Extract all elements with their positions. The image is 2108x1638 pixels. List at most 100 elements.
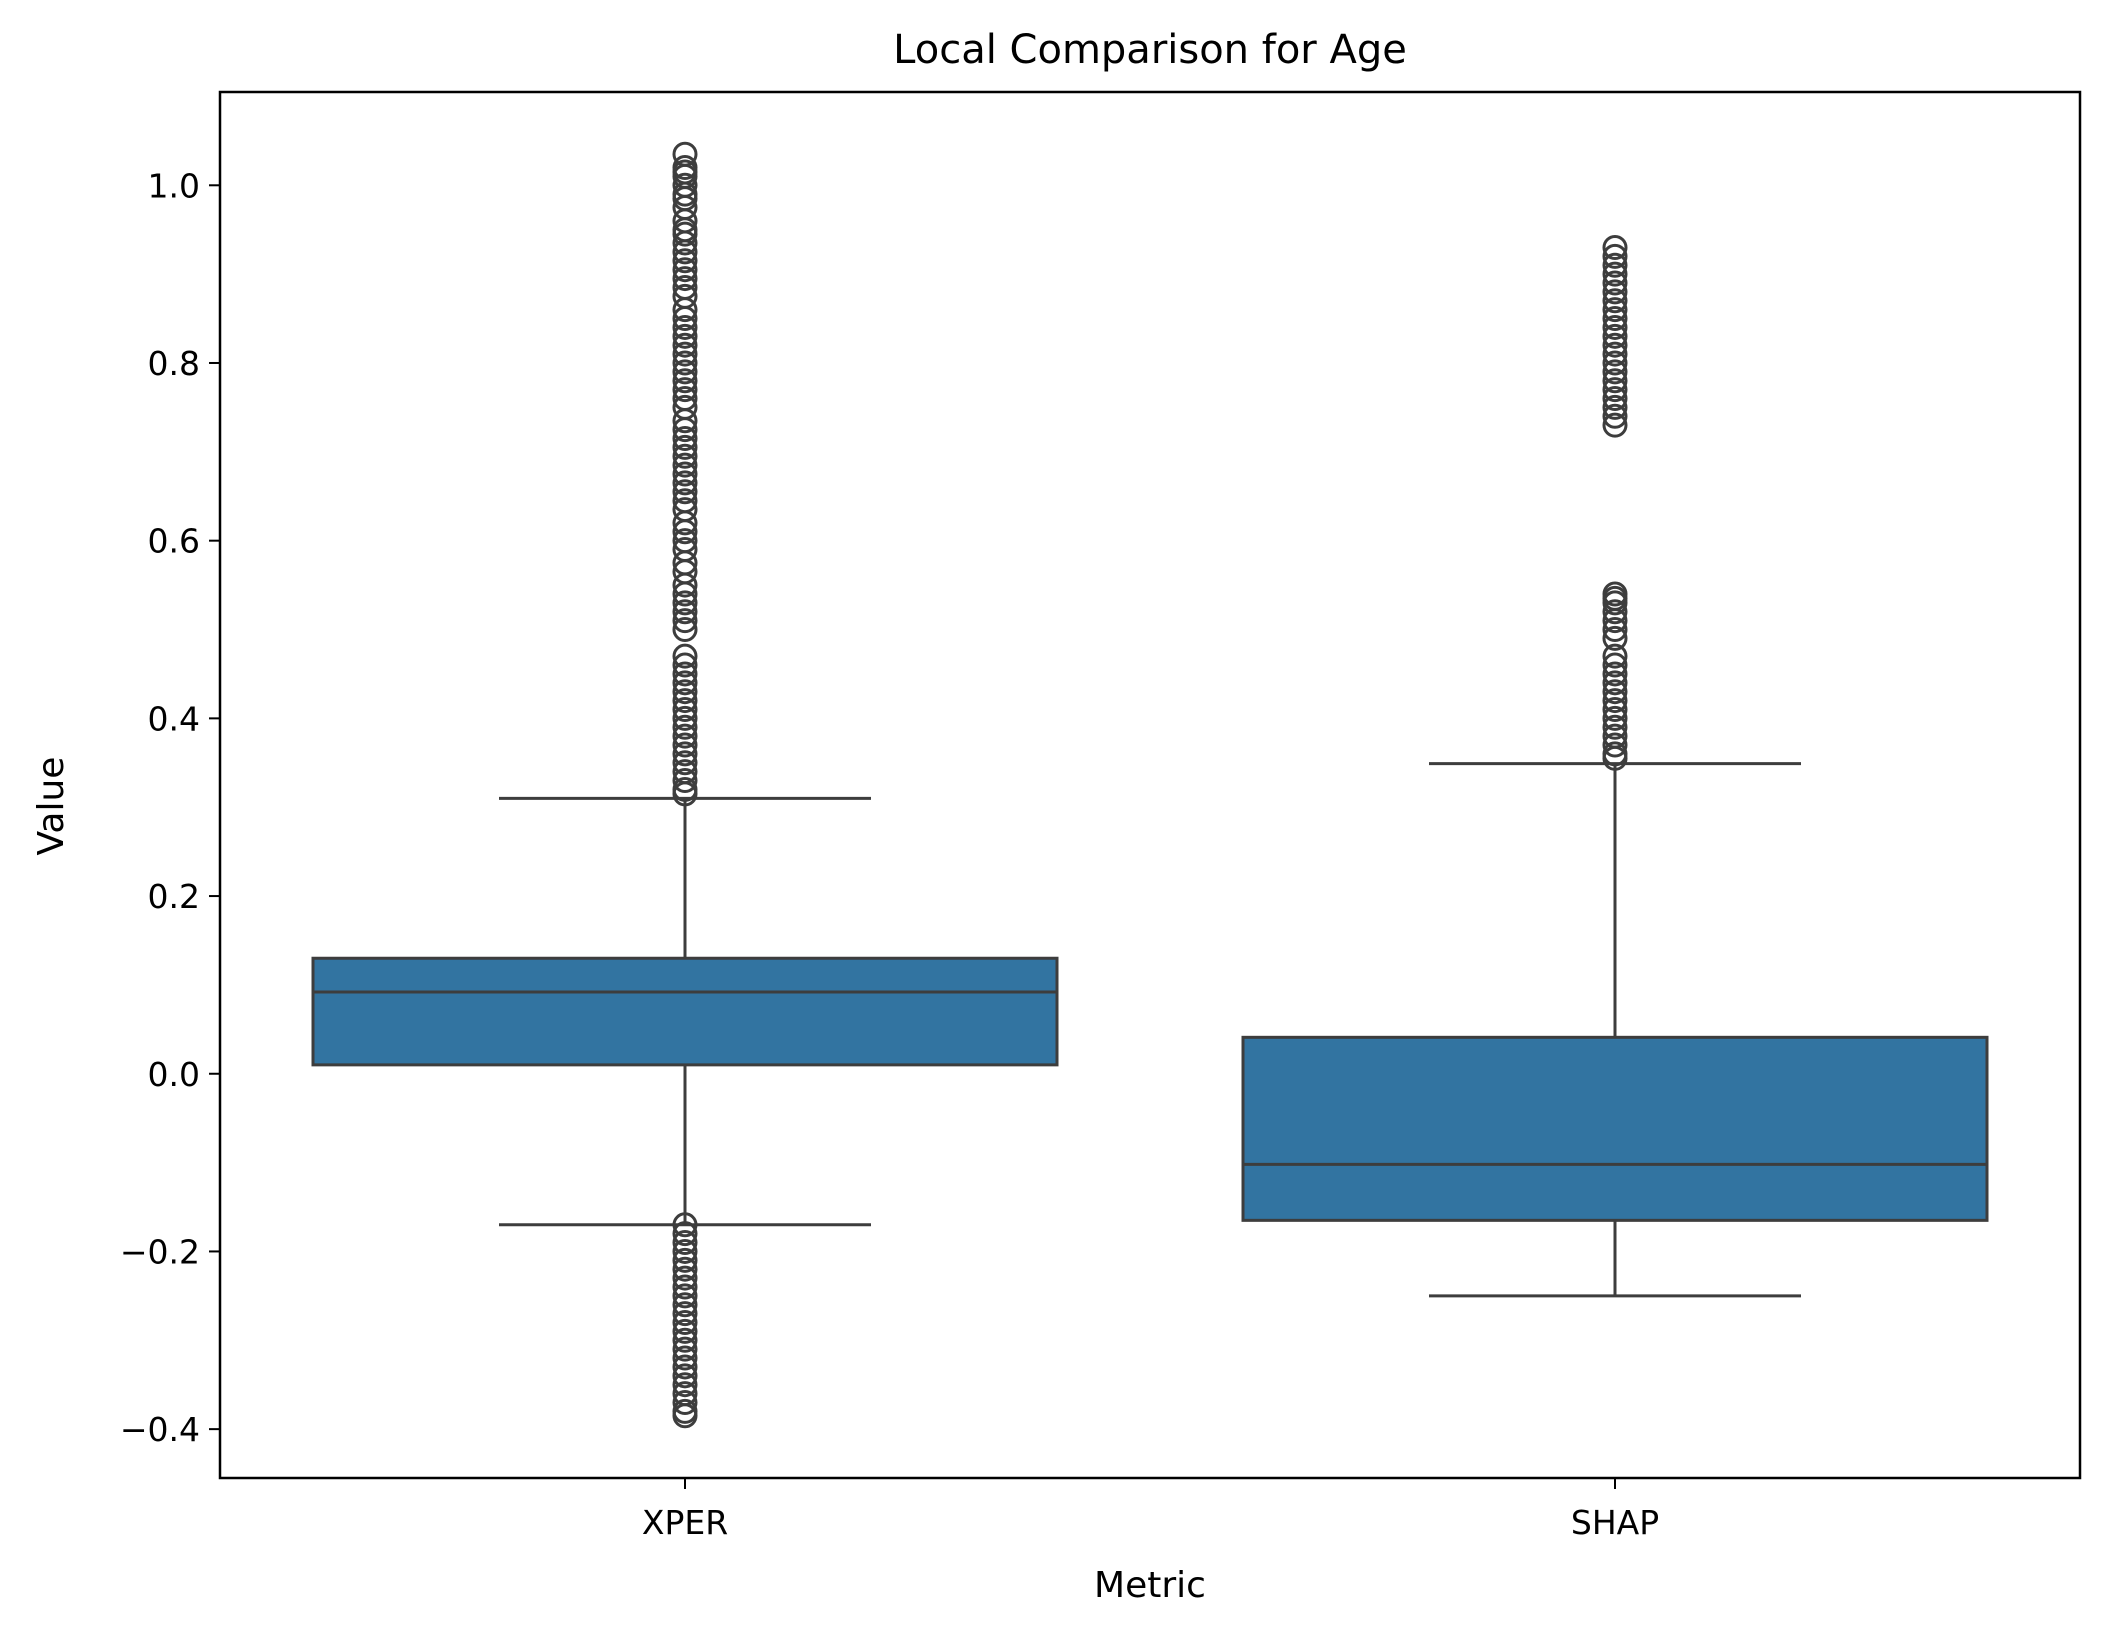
y-tick-label: 0.4 — [148, 699, 200, 738]
outlier-point — [672, 581, 698, 607]
outlier-point — [672, 723, 698, 749]
outlier-point — [1602, 745, 1628, 771]
y-tick-label: −0.4 — [120, 1410, 200, 1449]
plot-frame — [218, 90, 2082, 1480]
outlier-point — [1602, 394, 1628, 420]
outlier-point — [672, 1212, 698, 1238]
outlier-point — [672, 1327, 698, 1353]
outlier-point — [672, 1310, 698, 1336]
outlier-point — [1602, 705, 1628, 731]
outlier-point — [672, 350, 698, 376]
outlier-point — [672, 1221, 698, 1247]
outlier-point — [1602, 252, 1628, 278]
outlier-point — [1602, 696, 1628, 722]
outlier-point — [672, 461, 698, 487]
outlier-point — [672, 1230, 698, 1256]
outlier-point — [1602, 643, 1628, 669]
y-tick-label: 0.6 — [148, 522, 200, 561]
outlier-point — [672, 1336, 698, 1362]
y-tick-label: 0.2 — [148, 877, 200, 916]
outlier-point — [1602, 234, 1628, 260]
outlier-point — [672, 519, 698, 545]
outlier-point — [672, 679, 698, 705]
outlier-point — [672, 617, 698, 643]
outlier-point — [1602, 599, 1628, 625]
outlier-point — [672, 670, 698, 696]
box-group-xper — [311, 141, 1059, 1429]
outlier-point — [1602, 314, 1628, 340]
outlier-point — [672, 1247, 698, 1273]
outlier-point — [672, 434, 698, 460]
outlier-point — [1602, 297, 1628, 323]
outlier-point — [672, 1301, 698, 1327]
y-tick-label: −0.2 — [120, 1232, 200, 1271]
outlier-point — [672, 732, 698, 758]
outlier-point — [1602, 403, 1628, 429]
outlier-point — [1602, 670, 1628, 696]
outlier-point — [1602, 590, 1628, 616]
outlier-point — [1602, 323, 1628, 349]
box-group-shap — [1241, 234, 1989, 1298]
y-tick-label: 1.0 — [148, 166, 200, 205]
outlier-point — [672, 714, 698, 740]
outlier-point — [1602, 714, 1628, 740]
outlier-point — [672, 1363, 698, 1389]
outlier-point — [1602, 412, 1628, 438]
outlier-point — [672, 314, 698, 340]
outlier-point — [672, 359, 698, 385]
outlier-point — [672, 306, 698, 332]
outlier-point — [672, 688, 698, 714]
outlier-point — [672, 257, 698, 283]
outlier-point — [672, 599, 698, 625]
outlier-point — [1602, 332, 1628, 358]
outlier-point — [672, 377, 698, 403]
outlier-point — [672, 297, 698, 323]
outlier-point — [672, 1389, 698, 1415]
outlier-point — [672, 1238, 698, 1264]
box-iqr — [1241, 1035, 1989, 1222]
outlier-point — [672, 661, 698, 687]
outlier-point — [1602, 732, 1628, 758]
outlier-point — [672, 1265, 698, 1291]
outlier-point — [672, 1403, 698, 1429]
outlier-point — [672, 341, 698, 367]
outlier-point — [1602, 288, 1628, 314]
outlier-point — [672, 750, 698, 776]
outlier-point — [672, 417, 698, 443]
outlier-point — [1602, 279, 1628, 305]
outlier-point — [672, 266, 698, 292]
outlier-point — [672, 248, 698, 274]
outlier-point — [672, 230, 698, 256]
outlier-point — [672, 608, 698, 634]
outlier-point — [672, 768, 698, 794]
outlier-point — [672, 1274, 698, 1300]
outlier-point — [672, 239, 698, 265]
y-tick-label: 0.8 — [148, 344, 200, 383]
outlier-point — [1602, 625, 1628, 651]
outlier-point — [1602, 368, 1628, 394]
outlier-point — [672, 479, 698, 505]
outlier-point — [1602, 386, 1628, 412]
outlier-point — [1602, 679, 1628, 705]
outlier-point — [1602, 652, 1628, 678]
outlier-point — [1602, 306, 1628, 332]
outlier-point — [1602, 341, 1628, 367]
outlier-point — [672, 1283, 698, 1309]
x-tick-label: SHAP — [1571, 1503, 1659, 1542]
outlier-point — [672, 1345, 698, 1371]
outlier-point — [1602, 261, 1628, 287]
outlier-point — [672, 368, 698, 394]
outlier-point — [1602, 608, 1628, 634]
outlier-point — [1602, 350, 1628, 376]
outlier-point — [672, 643, 698, 669]
outlier-point — [672, 696, 698, 722]
outlier-point — [672, 443, 698, 469]
outlier-point — [672, 572, 698, 598]
outlier-point — [672, 332, 698, 358]
outlier-point — [1602, 270, 1628, 296]
outlier-point — [672, 470, 698, 496]
outlier-point — [1602, 243, 1628, 269]
outlier-point — [672, 221, 698, 247]
outlier-point — [672, 741, 698, 767]
